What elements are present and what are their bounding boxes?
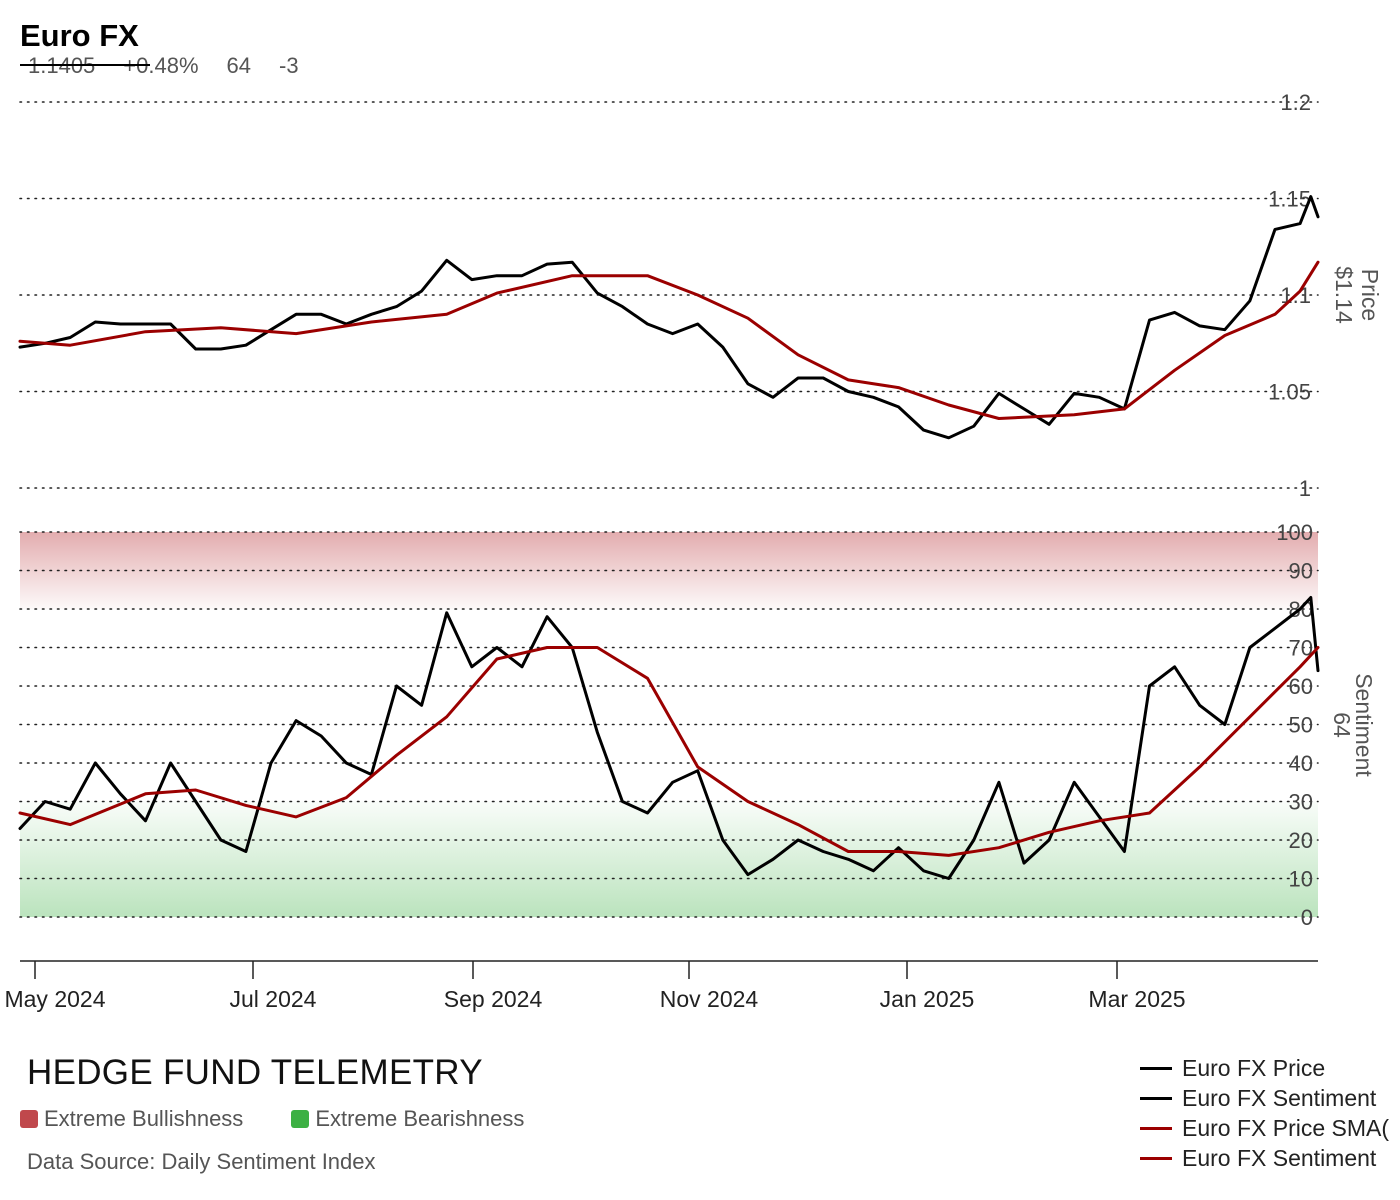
legend-item-price-sma[interactable]: Euro FX Price SMA( [1140,1113,1400,1143]
x-tick-label: Mar 2025 [1088,986,1185,1012]
zone-legend: Extreme Bullishness Extreme Bearishness [20,1106,524,1132]
legend-line-icon [1140,1156,1172,1160]
sentiment-change: -3 [279,53,299,78]
price-tick-label: 1.2 [1280,90,1311,115]
price-tick-label: 1 [1299,476,1311,501]
zone-legend-bullish: Extreme Bullishness [20,1106,243,1132]
chart-title: Euro FX [20,18,139,53]
legend-item-sentiment-sma[interactable]: Euro FX Sentiment [1140,1143,1400,1173]
sentiment-last-value: 64 [1329,712,1355,738]
sentiment-series-line-1 [18,646,1320,857]
sentiment-axis-title: Sentiment [1351,673,1377,777]
legend-label: Euro FX Price SMA( [1182,1114,1390,1141]
sentiment-tick-label: 20 [1289,828,1313,853]
bearish-label: Extreme Bearishness [315,1106,525,1131]
legend-label: Euro FX Sentiment [1182,1084,1377,1111]
x-tick-label: May 2024 [4,986,105,1012]
legend-line-icon [1140,1066,1172,1070]
header-stats: 1.1405 +0.48% 64 -3 [28,53,327,79]
legend-line-icon [1140,1096,1172,1100]
zone-extreme-bearish [20,801,1318,917]
brand-name: HEDGE FUND TELEMETRY [27,1053,483,1092]
grid-lines [19,101,1319,918]
data-source: Data Source: Daily Sentiment Index [27,1149,376,1174]
legend-item-sentiment[interactable]: Euro FX Sentiment [1140,1083,1400,1113]
bullish-label: Extreme Bullishness [44,1106,244,1131]
sentiment-tick-label: 100 [1276,520,1313,545]
x-tick-label: Nov 2024 [660,986,759,1012]
zone-legend-bearish: Extreme Bearishness [291,1106,524,1132]
title-underline [20,64,150,66]
series-legend: Euro FX Price Euro FX Sentiment Euro FX … [1140,1053,1400,1173]
sentiment-tick-label: 90 [1289,559,1313,584]
sentiment-tick-label: 10 [1289,867,1313,892]
price-series-line-0 [18,195,1320,440]
series-lines [18,195,1320,880]
legend-item-price[interactable]: Euro FX Price [1140,1053,1400,1083]
sentiment-tick-label: 50 [1289,713,1313,738]
bullish-swatch [20,1110,38,1128]
x-axis: May 2024 Jul 2024 Sep 2024 Nov 2024 Jan 2025… [4,960,1318,1012]
price-last-value: $1.14 [1331,266,1357,324]
sentiment-tick-label: 60 [1289,674,1313,699]
legend-line-icon [1140,1126,1172,1130]
sentiment-series-line-0 [18,596,1320,880]
price-tick-label: 1.05 [1268,380,1311,405]
x-tick-label: Sep 2024 [444,986,543,1012]
x-tick-label: Jan 2025 [880,986,975,1012]
sentiment-tick-label: 30 [1289,790,1313,815]
sentiment-value: 64 [226,53,252,78]
legend-label: Euro FX Sentiment [1182,1144,1377,1171]
price-axis-title: Price [1357,269,1383,321]
sentiment-tick-label: 40 [1289,751,1313,776]
price-tick-label: 1.15 [1268,187,1311,212]
legend-label: Euro FX Price [1182,1054,1326,1081]
bearish-swatch [291,1110,310,1128]
sentiment-tick-label: 0 [1301,905,1313,930]
x-tick-label: Jul 2024 [230,986,317,1012]
price-series-line-1 [18,260,1320,420]
